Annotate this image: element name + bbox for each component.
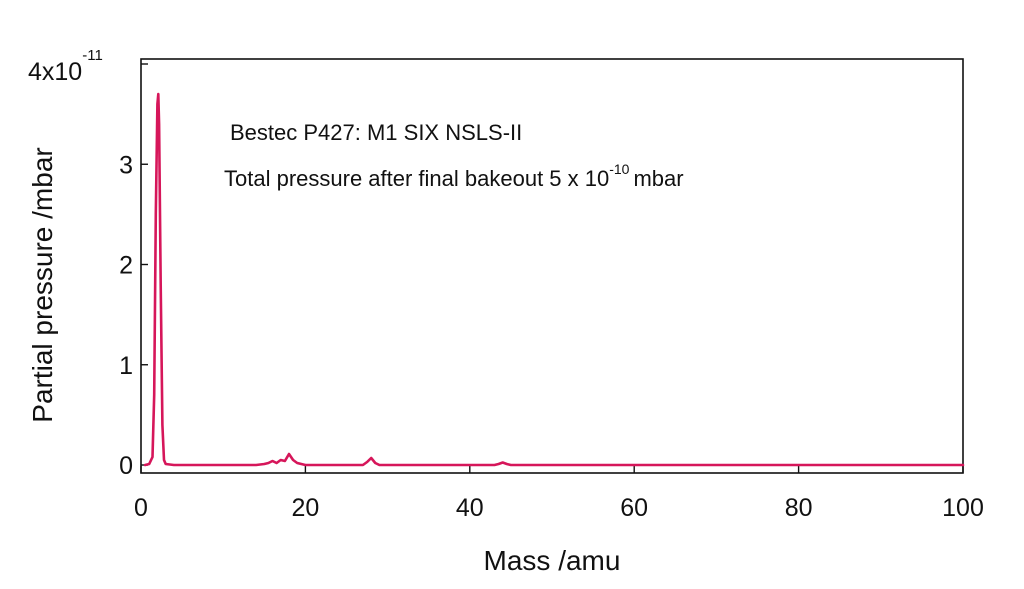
x-tick-label: 60 xyxy=(620,494,648,522)
y-tick-label: 2 xyxy=(119,252,133,280)
x-tick-label: 20 xyxy=(291,494,319,522)
annotation-instrument: Bestec P427: M1 SIX NSLS-II xyxy=(230,120,522,145)
x-axis-ticks: 0 20 40 60 80 100 xyxy=(134,466,984,522)
annotation-total-pressure-text: Total pressure after final bakeout 5 x 1… xyxy=(224,166,609,191)
annotation-total-pressure: Total pressure after final bakeout 5 x 1… xyxy=(224,161,684,191)
y-multiplier-mantissa: 4x10 xyxy=(28,58,82,86)
y-tick-label: 1 xyxy=(119,352,133,380)
x-axis-label: Mass /amu xyxy=(484,545,621,576)
y-tick-label: 0 xyxy=(119,452,133,480)
x-tick-label: 80 xyxy=(785,494,813,522)
annotation-total-pressure-exponent: -10 xyxy=(609,161,629,177)
x-tick-label: 40 xyxy=(456,494,484,522)
series-line xyxy=(143,92,965,467)
y-axis-label: Partial pressure /mbar xyxy=(27,147,58,422)
y-tick-label: 3 xyxy=(119,151,133,179)
x-tick-label: 100 xyxy=(942,494,984,522)
y-multiplier-exponent: -11 xyxy=(82,47,103,64)
annotation-total-pressure-suffix: mbar xyxy=(633,166,683,191)
x-tick-label: 0 xyxy=(134,494,148,522)
plot-frame xyxy=(140,58,964,474)
y-multiplier: 4x10-11 xyxy=(28,47,103,86)
y-axis-ticks: 0 1 2 3 xyxy=(119,63,148,480)
